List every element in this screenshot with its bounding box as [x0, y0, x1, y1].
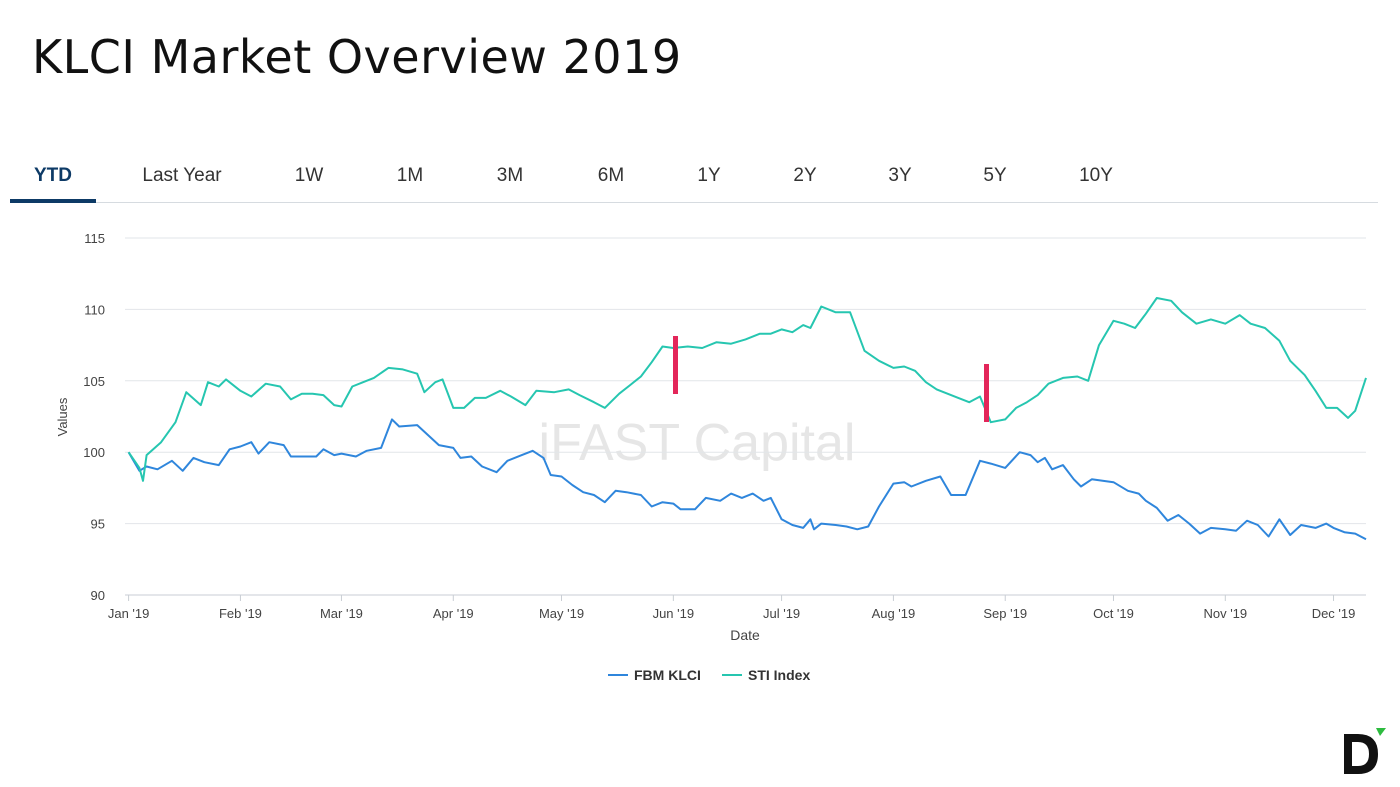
x-axis-label: Date [730, 627, 760, 643]
marker-aug [984, 364, 989, 422]
x-tick-label: May '19 [539, 606, 584, 621]
legend-label-sti-index: STI Index [748, 667, 810, 683]
y-tick-label: 90 [91, 588, 105, 603]
tab-6m[interactable]: 6M [597, 165, 625, 186]
tab-1w[interactable]: 1W [294, 165, 324, 186]
x-tick-label: Apr '19 [433, 606, 474, 621]
series-line-fbm-klci[interactable] [127, 418, 1367, 541]
tab-last-year[interactable]: Last Year [142, 165, 222, 186]
y-tick-label: 105 [83, 374, 105, 389]
legend-label-fbm-klci: FBM KLCI [634, 667, 701, 683]
x-tick-label: Aug '19 [872, 606, 916, 621]
gridlines [125, 237, 1366, 596]
tab-2y[interactable]: 2Y [793, 165, 817, 186]
legend-item-sti-index[interactable]: STI Index [722, 667, 810, 683]
y-axis-label: Values [55, 397, 70, 436]
tab-10y[interactable]: 10Y [1079, 165, 1113, 186]
tab-5y[interactable]: 5Y [983, 165, 1007, 186]
x-tick-label: Feb '19 [219, 606, 262, 621]
range-tabs: YTD Last Year 1W 1M 3M 6M 1Y 2Y 3Y 5Y 10… [10, 150, 1378, 203]
marker-jun [673, 336, 678, 394]
line-chart: iFAST Capital 90 95 100 105 110 115 Jan '19 Fe… [55, 231, 1367, 683]
series-line-sti-index[interactable] [127, 297, 1367, 482]
tab-3y[interactable]: 3Y [888, 165, 912, 186]
watermark: iFAST Capital [539, 414, 856, 472]
y-tick-label: 100 [83, 445, 105, 460]
x-tick-label: Sep '19 [983, 606, 1027, 621]
x-tick-label: Oct '19 [1093, 606, 1134, 621]
tab-1m[interactable]: 1M [396, 165, 424, 186]
brand-logo-icon: D [1336, 726, 1386, 774]
tab-ytd[interactable]: YTD [10, 150, 96, 203]
logo-letter: D [1336, 726, 1337, 727]
y-tick-label: 115 [84, 231, 105, 246]
y-tick-label: 95 [91, 517, 105, 532]
page-title: KLCI Market Overview 2019 [32, 30, 682, 84]
x-tick-label: Jan '19 [108, 606, 150, 621]
legend: FBM KLCI STI Index [608, 667, 810, 683]
x-tick-label: Dec '19 [1312, 606, 1356, 621]
legend-item-fbm-klci[interactable]: FBM KLCI [608, 667, 701, 683]
x-tick-label: Jul '19 [763, 606, 800, 621]
tab-1y[interactable]: 1Y [697, 165, 721, 186]
x-tick-label: Jun '19 [653, 606, 695, 621]
y-axis: 90 95 100 105 110 115 [83, 231, 105, 603]
x-tick-label: Mar '19 [320, 606, 363, 621]
highlight-markers [673, 336, 989, 422]
x-tick-label: Nov '19 [1203, 606, 1247, 621]
series-lines [127, 297, 1367, 541]
x-axis: Jan '19 Feb '19 Mar '19 Apr '19 May '19 Jun '… [108, 595, 1356, 621]
tab-3m[interactable]: 3M [496, 165, 524, 186]
y-tick-label: 110 [84, 302, 105, 317]
